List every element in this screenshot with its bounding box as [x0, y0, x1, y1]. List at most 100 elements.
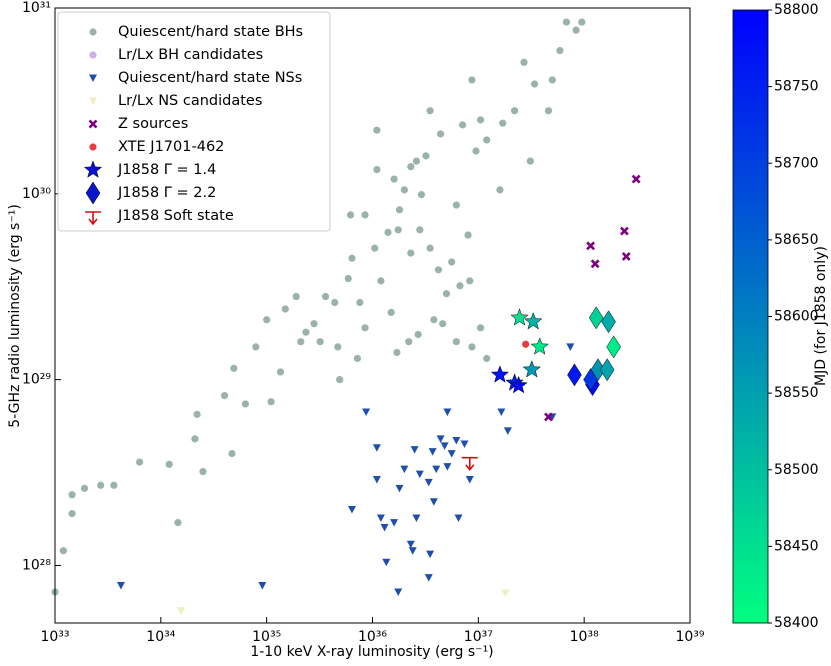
point [353, 354, 362, 363]
point [442, 290, 451, 298]
point [452, 201, 460, 209]
point [452, 437, 461, 445]
point [583, 368, 598, 392]
point [490, 365, 510, 383]
point [483, 136, 491, 144]
point [241, 400, 250, 408]
x-tick-label: 10³⁴ [146, 629, 175, 645]
point [228, 449, 236, 458]
point [619, 226, 629, 236]
point [176, 607, 185, 615]
point [556, 46, 564, 55]
point [68, 491, 76, 499]
point [606, 335, 621, 359]
point [476, 324, 485, 332]
point [456, 282, 464, 290]
point [461, 456, 478, 471]
point [373, 126, 381, 134]
point [191, 435, 199, 443]
legend-marker [85, 211, 101, 226]
point [407, 163, 415, 171]
point [439, 320, 447, 328]
point [165, 460, 173, 468]
point [361, 211, 369, 219]
colorbar-tick-label: 58800 [774, 2, 819, 18]
plot-frame [54, 7, 691, 624]
point [454, 514, 463, 523]
legend-marker [89, 74, 97, 82]
point [499, 119, 507, 127]
point [548, 76, 556, 84]
point [263, 316, 271, 324]
point [530, 337, 549, 355]
point [448, 258, 456, 266]
point [465, 476, 474, 484]
point [443, 408, 452, 416]
point [436, 130, 445, 138]
point [501, 589, 510, 598]
point [520, 58, 528, 66]
point [377, 277, 385, 285]
point [476, 116, 485, 124]
point [468, 76, 476, 84]
point [400, 186, 408, 194]
point [372, 444, 381, 452]
point [599, 358, 615, 382]
point [544, 107, 553, 115]
point [466, 277, 474, 285]
point [394, 588, 403, 596]
point [258, 581, 267, 590]
point [572, 26, 580, 34]
point [590, 259, 600, 269]
point [432, 465, 441, 474]
point [110, 481, 118, 489]
point [458, 121, 467, 129]
point [434, 266, 443, 274]
point [408, 547, 417, 555]
point [193, 410, 201, 418]
plot-area [51, 18, 641, 615]
point [395, 206, 404, 214]
legend-label: J1858 Γ = 1.4 [117, 162, 216, 178]
point [586, 241, 596, 251]
point [373, 165, 381, 174]
point [522, 340, 530, 348]
point [382, 558, 391, 567]
colorbar-tick-label: 58550 [774, 385, 819, 401]
colorbar [732, 9, 769, 624]
point [347, 505, 356, 514]
point [415, 470, 424, 479]
point [503, 427, 512, 435]
legend-marker [89, 28, 97, 36]
point [601, 310, 616, 334]
point [426, 550, 435, 559]
point [230, 364, 238, 372]
legend-marker [88, 119, 98, 129]
colorbar-tick-label: 58500 [774, 462, 819, 478]
point [416, 226, 424, 234]
point [68, 510, 76, 518]
legend-marker [89, 51, 97, 59]
point [505, 373, 524, 391]
point [59, 547, 67, 555]
point [460, 440, 469, 449]
point [321, 292, 330, 301]
point [496, 186, 504, 194]
point [390, 519, 399, 527]
point [267, 398, 275, 406]
legend-label: Quiescent/hard state BHs [118, 24, 303, 40]
point [509, 375, 528, 394]
point [468, 343, 476, 351]
point [310, 320, 318, 328]
point [346, 211, 355, 219]
point [376, 514, 385, 523]
point [348, 254, 356, 262]
point [510, 308, 529, 326]
point [372, 476, 381, 484]
colorbar-tick-label: 58400 [774, 615, 819, 631]
legend-marker [89, 143, 97, 151]
y-tick-label: 10³⁰ [22, 186, 51, 202]
point [135, 458, 144, 466]
point [414, 330, 422, 339]
point [447, 450, 456, 458]
